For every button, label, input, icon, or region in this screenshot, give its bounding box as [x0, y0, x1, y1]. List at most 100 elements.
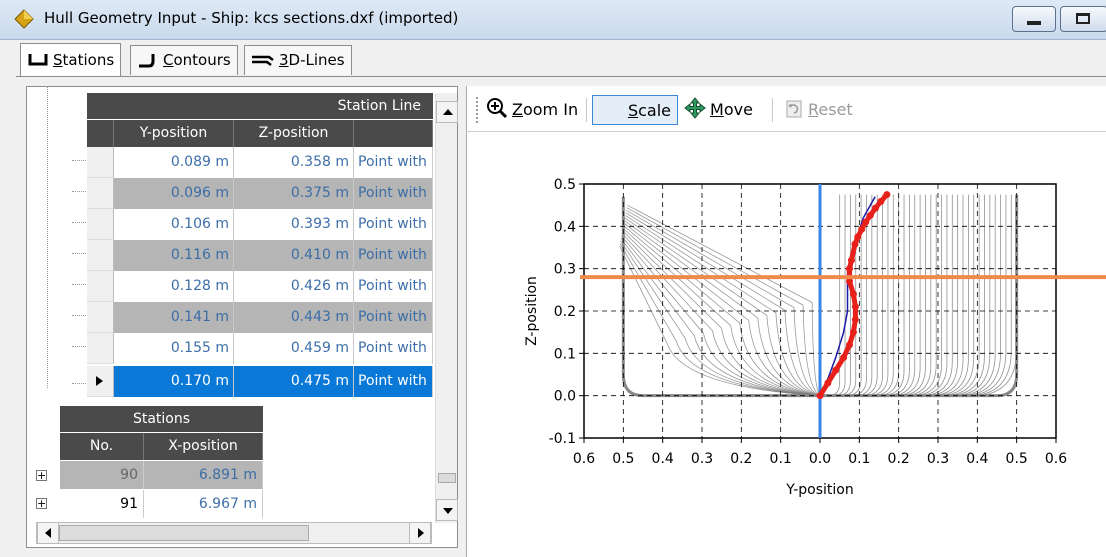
move-label: Move	[710, 100, 753, 119]
row-header[interactable]	[87, 366, 114, 397]
tab-stations[interactable]: Stations	[20, 43, 122, 76]
cell-z-position[interactable]: 0.393 m	[234, 209, 354, 240]
cell-y-position[interactable]: 0.116 m	[114, 240, 234, 271]
station-point	[824, 379, 832, 387]
row-header[interactable]	[87, 240, 114, 271]
window-title: Hull Geometry Input - Ship: kcs sections…	[44, 9, 459, 27]
row-header[interactable]	[87, 302, 114, 333]
cell-point-type[interactable]: Point with	[354, 271, 433, 302]
row-header[interactable]	[87, 178, 114, 209]
scroll-right-button[interactable]	[409, 522, 431, 544]
vertical-scroll-thumb[interactable]	[438, 473, 456, 483]
tree-connector	[72, 191, 86, 192]
scroll-left-button[interactable]	[37, 522, 59, 544]
station-point	[849, 290, 857, 298]
cell-point-type[interactable]: Point with	[354, 366, 433, 397]
reset-icon	[786, 100, 802, 118]
toolbar-grip[interactable]	[476, 97, 479, 123]
station-number[interactable]: 91	[60, 490, 144, 518]
hull-section-line	[623, 225, 821, 397]
table-row[interactable]: 0.155 m 0.459 m Point with	[87, 333, 433, 364]
table-row[interactable]: 0.128 m 0.426 m Point with	[87, 271, 433, 302]
x-tick-label: 0.1	[770, 451, 792, 467]
hull-section-line	[625, 212, 821, 397]
zoom-in-button[interactable]: Zoom In	[486, 95, 578, 125]
move-button[interactable]: Move	[684, 95, 753, 125]
arrow-left-icon	[45, 528, 51, 538]
cell-point-type[interactable]: Point with	[354, 209, 433, 240]
table-row[interactable]: 0.089 m 0.358 m Point with	[87, 147, 433, 178]
tree-connector	[72, 253, 86, 254]
cell-y-position[interactable]: 0.141 m	[114, 302, 234, 333]
y-tick-label: 0.5	[554, 177, 576, 193]
cell-z-position[interactable]: 0.375 m	[234, 178, 354, 209]
scale-button[interactable]: Scale	[592, 95, 678, 125]
move-icon	[684, 97, 706, 119]
cell-point-type[interactable]: Point with	[354, 302, 433, 333]
column-type[interactable]	[354, 120, 433, 147]
horizontal-scrollbar[interactable]	[36, 522, 432, 544]
row-header[interactable]	[87, 147, 114, 178]
scroll-up-button[interactable]	[436, 101, 458, 123]
cell-z-position[interactable]: 0.358 m	[234, 147, 354, 178]
cell-z-position[interactable]: 0.443 m	[234, 302, 354, 333]
body-plan-chart[interactable]: 0.6 0.5 0.4 0.3 0.2 0.1 0.0 0.1 0.2 0.3 0.4 0.5 0.6 0…	[520, 170, 1106, 510]
station-x-position[interactable]: 6.891 m	[144, 461, 263, 489]
row-header-column	[87, 120, 114, 147]
tab-3d-lines[interactable]: 3D-Lines	[244, 45, 352, 75]
x-tick-label: 0.3	[927, 451, 949, 467]
cell-y-position[interactable]: 0.089 m	[114, 147, 234, 178]
scroll-down-button[interactable]	[436, 499, 458, 521]
row-header[interactable]	[87, 209, 114, 240]
tree-connector	[47, 86, 48, 388]
cell-point-type[interactable]: Point with	[354, 147, 433, 178]
cell-point-type[interactable]: Point with	[354, 240, 433, 271]
station-row[interactable]: 91 6.967 m	[60, 490, 263, 518]
station-x-position[interactable]: 6.967 m	[144, 490, 263, 518]
expand-icon[interactable]: +	[36, 469, 47, 482]
minimize-icon	[1027, 21, 1041, 25]
table-row[interactable]: 0.096 m 0.375 m Point with	[87, 178, 433, 209]
tree-connector	[72, 284, 86, 285]
cell-y-position[interactable]: 0.155 m	[114, 333, 234, 364]
cell-z-position[interactable]: 0.426 m	[234, 271, 354, 302]
column-z-position[interactable]: Z-position	[234, 120, 354, 147]
column-station-number[interactable]: No.	[60, 433, 144, 460]
title-bar: Hull Geometry Input - Ship: kcs sections…	[0, 0, 1106, 40]
cell-y-position[interactable]: 0.170 m	[114, 366, 234, 397]
cell-y-position[interactable]: 0.106 m	[114, 209, 234, 240]
table-row[interactable]: 0.141 m 0.443 m Point with	[87, 302, 433, 333]
tab-contours[interactable]: Contours	[130, 45, 238, 75]
hull-section-line	[622, 230, 821, 397]
station-number[interactable]: 90	[60, 461, 144, 489]
cell-z-position[interactable]: 0.475 m	[234, 366, 354, 397]
tree-connector	[72, 315, 86, 316]
column-x-position[interactable]: X-position	[144, 433, 263, 460]
maximize-button[interactable]	[1060, 6, 1106, 32]
cell-z-position[interactable]: 0.410 m	[234, 240, 354, 271]
station-point	[847, 256, 855, 264]
cell-y-position[interactable]: 0.096 m	[114, 178, 234, 209]
tree-connector	[72, 383, 86, 384]
cell-point-type[interactable]: Point with	[354, 178, 433, 209]
vertical-scrollbar[interactable]	[435, 93, 458, 523]
cell-y-position[interactable]: 0.128 m	[114, 271, 234, 302]
column-y-position[interactable]: Y-position	[114, 120, 234, 147]
current-row-arrow-icon	[96, 376, 103, 386]
table-row[interactable]: 0.106 m 0.393 m Point with	[87, 209, 433, 240]
y-tick-label: -0.1	[549, 431, 576, 447]
horizontal-scroll-thumb[interactable]	[59, 525, 309, 541]
tab-3d-lines-label: 3D-Lines	[279, 51, 345, 69]
station-point	[846, 265, 853, 273]
tab-panel-border	[16, 76, 1106, 77]
minimize-button[interactable]	[1012, 6, 1056, 32]
table-row[interactable]: 0.116 m 0.410 m Point with	[87, 240, 433, 271]
cell-z-position[interactable]: 0.459 m	[234, 333, 354, 364]
station-row[interactable]: 90 6.891 m	[60, 461, 263, 489]
table-row-selected[interactable]: 0.170 m 0.475 m Point with	[87, 366, 433, 397]
row-header[interactable]	[87, 271, 114, 302]
row-header[interactable]	[87, 333, 114, 364]
expand-icon[interactable]: +	[36, 497, 47, 510]
cell-point-type[interactable]: Point with	[354, 333, 433, 364]
reset-button[interactable]: Reset	[784, 95, 853, 125]
